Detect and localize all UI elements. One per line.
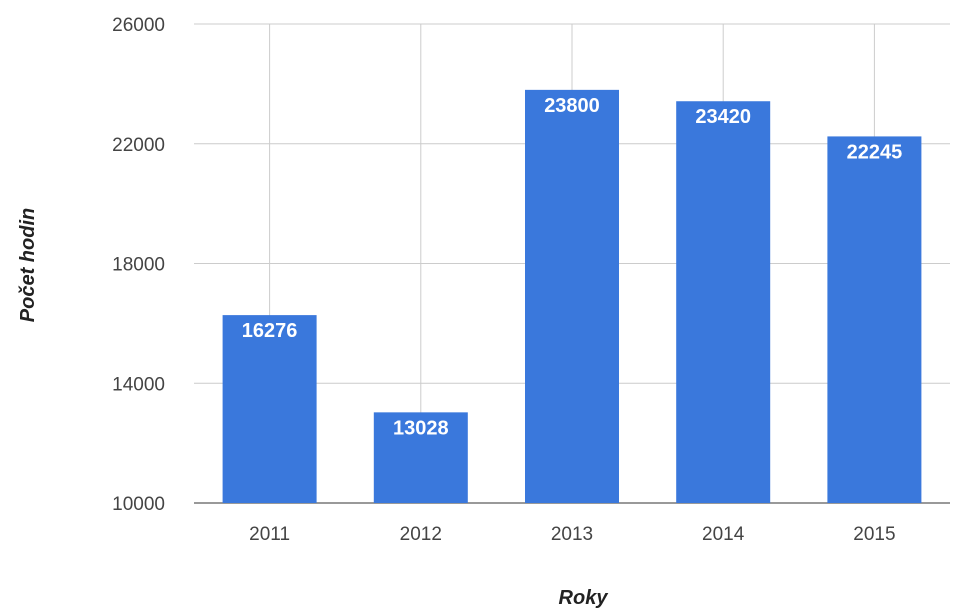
bar-value-label: 13028 xyxy=(393,417,449,439)
bar-value-label: 16276 xyxy=(242,320,298,342)
x-tick-label: 2012 xyxy=(400,524,442,545)
bar xyxy=(222,315,317,503)
data-labels: 16276 13028 23800 23420 22245 xyxy=(242,95,902,439)
y-axis-title: Počet hodin xyxy=(17,208,39,322)
x-tick-label: 2013 xyxy=(551,524,593,545)
bar-value-label: 23800 xyxy=(544,95,600,117)
bar xyxy=(827,136,922,503)
x-tick-label: 2011 xyxy=(249,524,290,545)
y-tick-label: 14000 xyxy=(112,374,165,395)
bar xyxy=(373,412,468,503)
x-axis-title: Roky xyxy=(559,587,609,609)
bar-value-label: 23420 xyxy=(695,106,751,128)
y-axis-ticks: 10000 14000 18000 22000 26000 xyxy=(112,15,165,515)
x-tick-label: 2015 xyxy=(853,524,895,545)
y-tick-label: 26000 xyxy=(112,15,165,36)
bar xyxy=(525,89,619,504)
y-tick-label: 18000 xyxy=(112,255,165,276)
x-axis-ticks: 2011 2012 2013 2014 2015 xyxy=(249,524,895,545)
y-tick-label: 22000 xyxy=(112,135,165,156)
x-tick-label: 2014 xyxy=(702,524,745,545)
bar-value-label: 22245 xyxy=(847,141,903,163)
y-tick-label: 10000 xyxy=(112,494,165,515)
bar xyxy=(676,101,771,504)
bars xyxy=(222,89,922,504)
